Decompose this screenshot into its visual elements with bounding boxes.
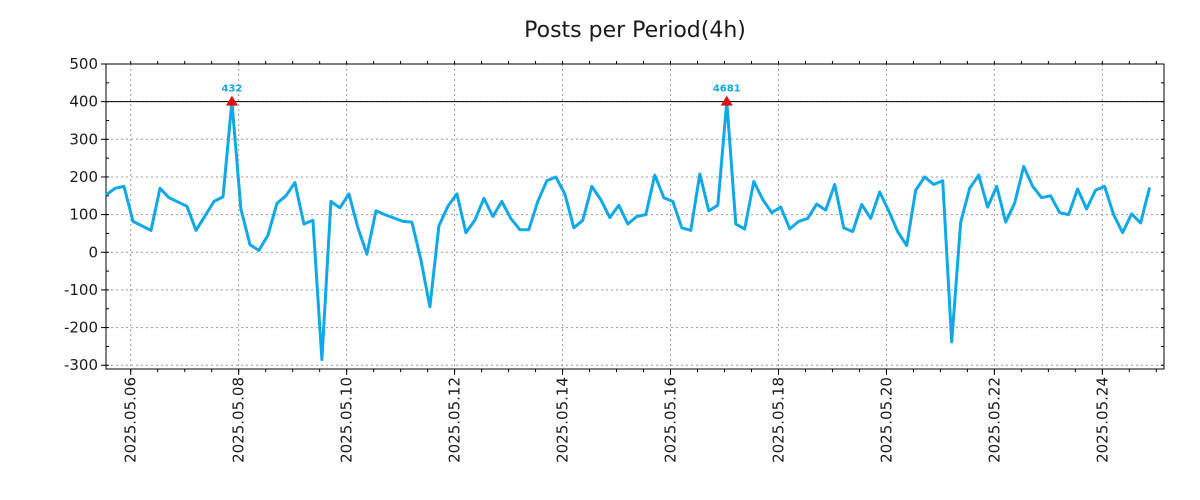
x-tick-label: 2025.05.14 [554, 377, 572, 463]
peak-label: 432 [221, 84, 242, 95]
y-tick-label: -200 [64, 319, 98, 337]
plot-frame [105, 63, 1165, 370]
annotation-layer: 432 4681 [221, 84, 741, 106]
y-tick-label: 0 [88, 243, 98, 261]
y-tick-label: 100 [69, 206, 98, 224]
x-tick-label: 2025.05.16 [662, 377, 680, 463]
y-tick-label: 500 [69, 55, 98, 73]
x-tick-label: 2025.05.08 [230, 377, 248, 463]
x-tick-label: 2025.05.18 [769, 377, 787, 463]
y-tick-label: -100 [64, 281, 98, 299]
series-line-posts [105, 100, 1152, 362]
x-tick-label: 2025.05.20 [877, 377, 895, 463]
x-tick-label: 2025.05.22 [985, 377, 1003, 463]
x-tick-label: 2025.05.06 [122, 377, 140, 463]
y-tick-label: -300 [64, 356, 98, 374]
peak-marker [225, 95, 238, 106]
y-tick-label: 200 [69, 168, 98, 186]
chart-title: Posts per Period(4h) [524, 18, 746, 43]
series-layer [105, 100, 1152, 362]
peak-label: 4681 [713, 84, 741, 95]
y-tick-label: 400 [69, 93, 98, 111]
axis-layer: -300 -200 -100 0 100 200 300 400 500 2025.05.06 20… [64, 55, 1165, 463]
y-tick-label: 300 [69, 130, 98, 148]
peak-marker [720, 95, 733, 106]
x-tick-label: 2025.05.10 [338, 377, 356, 463]
x-tick-label: 2025.05.12 [446, 377, 464, 463]
x-tick-label: 2025.05.24 [1093, 377, 1111, 463]
